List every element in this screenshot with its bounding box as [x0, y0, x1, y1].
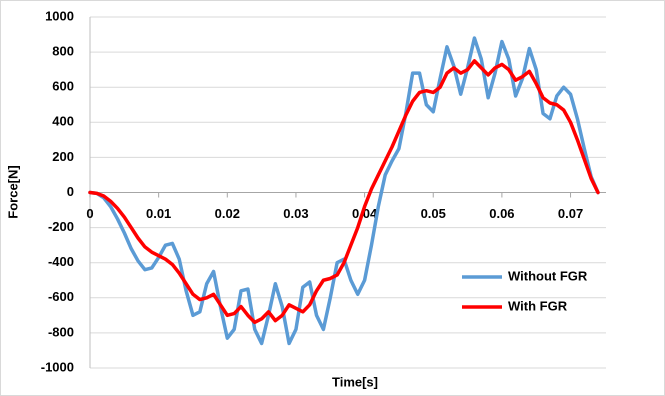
- series-line: [88, 59, 600, 325]
- y-tick-label: 1000: [45, 8, 74, 23]
- y-axis-title: Force[N]: [5, 165, 20, 218]
- x-tick-label: 0.07: [558, 206, 583, 221]
- x-tick-label: 0.04: [352, 206, 378, 221]
- y-tick-label: -800: [48, 324, 74, 339]
- y-tick-label: -400: [48, 254, 74, 269]
- y-tick-label: 600: [52, 79, 74, 94]
- y-tick-label: -200: [48, 219, 74, 234]
- x-tick-label: 0.06: [489, 206, 514, 221]
- x-tick-label: 0.03: [283, 206, 308, 221]
- y-tick-label: 0: [67, 184, 74, 199]
- y-tick-label: -1000: [41, 359, 74, 374]
- y-tick-label: -600: [48, 289, 74, 304]
- y-tick-label: 800: [52, 44, 74, 59]
- x-tick-label: 0.05: [421, 206, 446, 221]
- y-tick-label: 400: [52, 114, 74, 129]
- y-tick-label: 200: [52, 149, 74, 164]
- x-axis-title: Time[s]: [332, 374, 378, 389]
- legend-label: With FGR: [508, 298, 568, 313]
- x-tick-label: 0.02: [215, 206, 240, 221]
- x-tick-label: 0: [86, 206, 93, 221]
- legend-label: Without FGR: [508, 268, 588, 283]
- x-tick-label: 0.01: [146, 206, 171, 221]
